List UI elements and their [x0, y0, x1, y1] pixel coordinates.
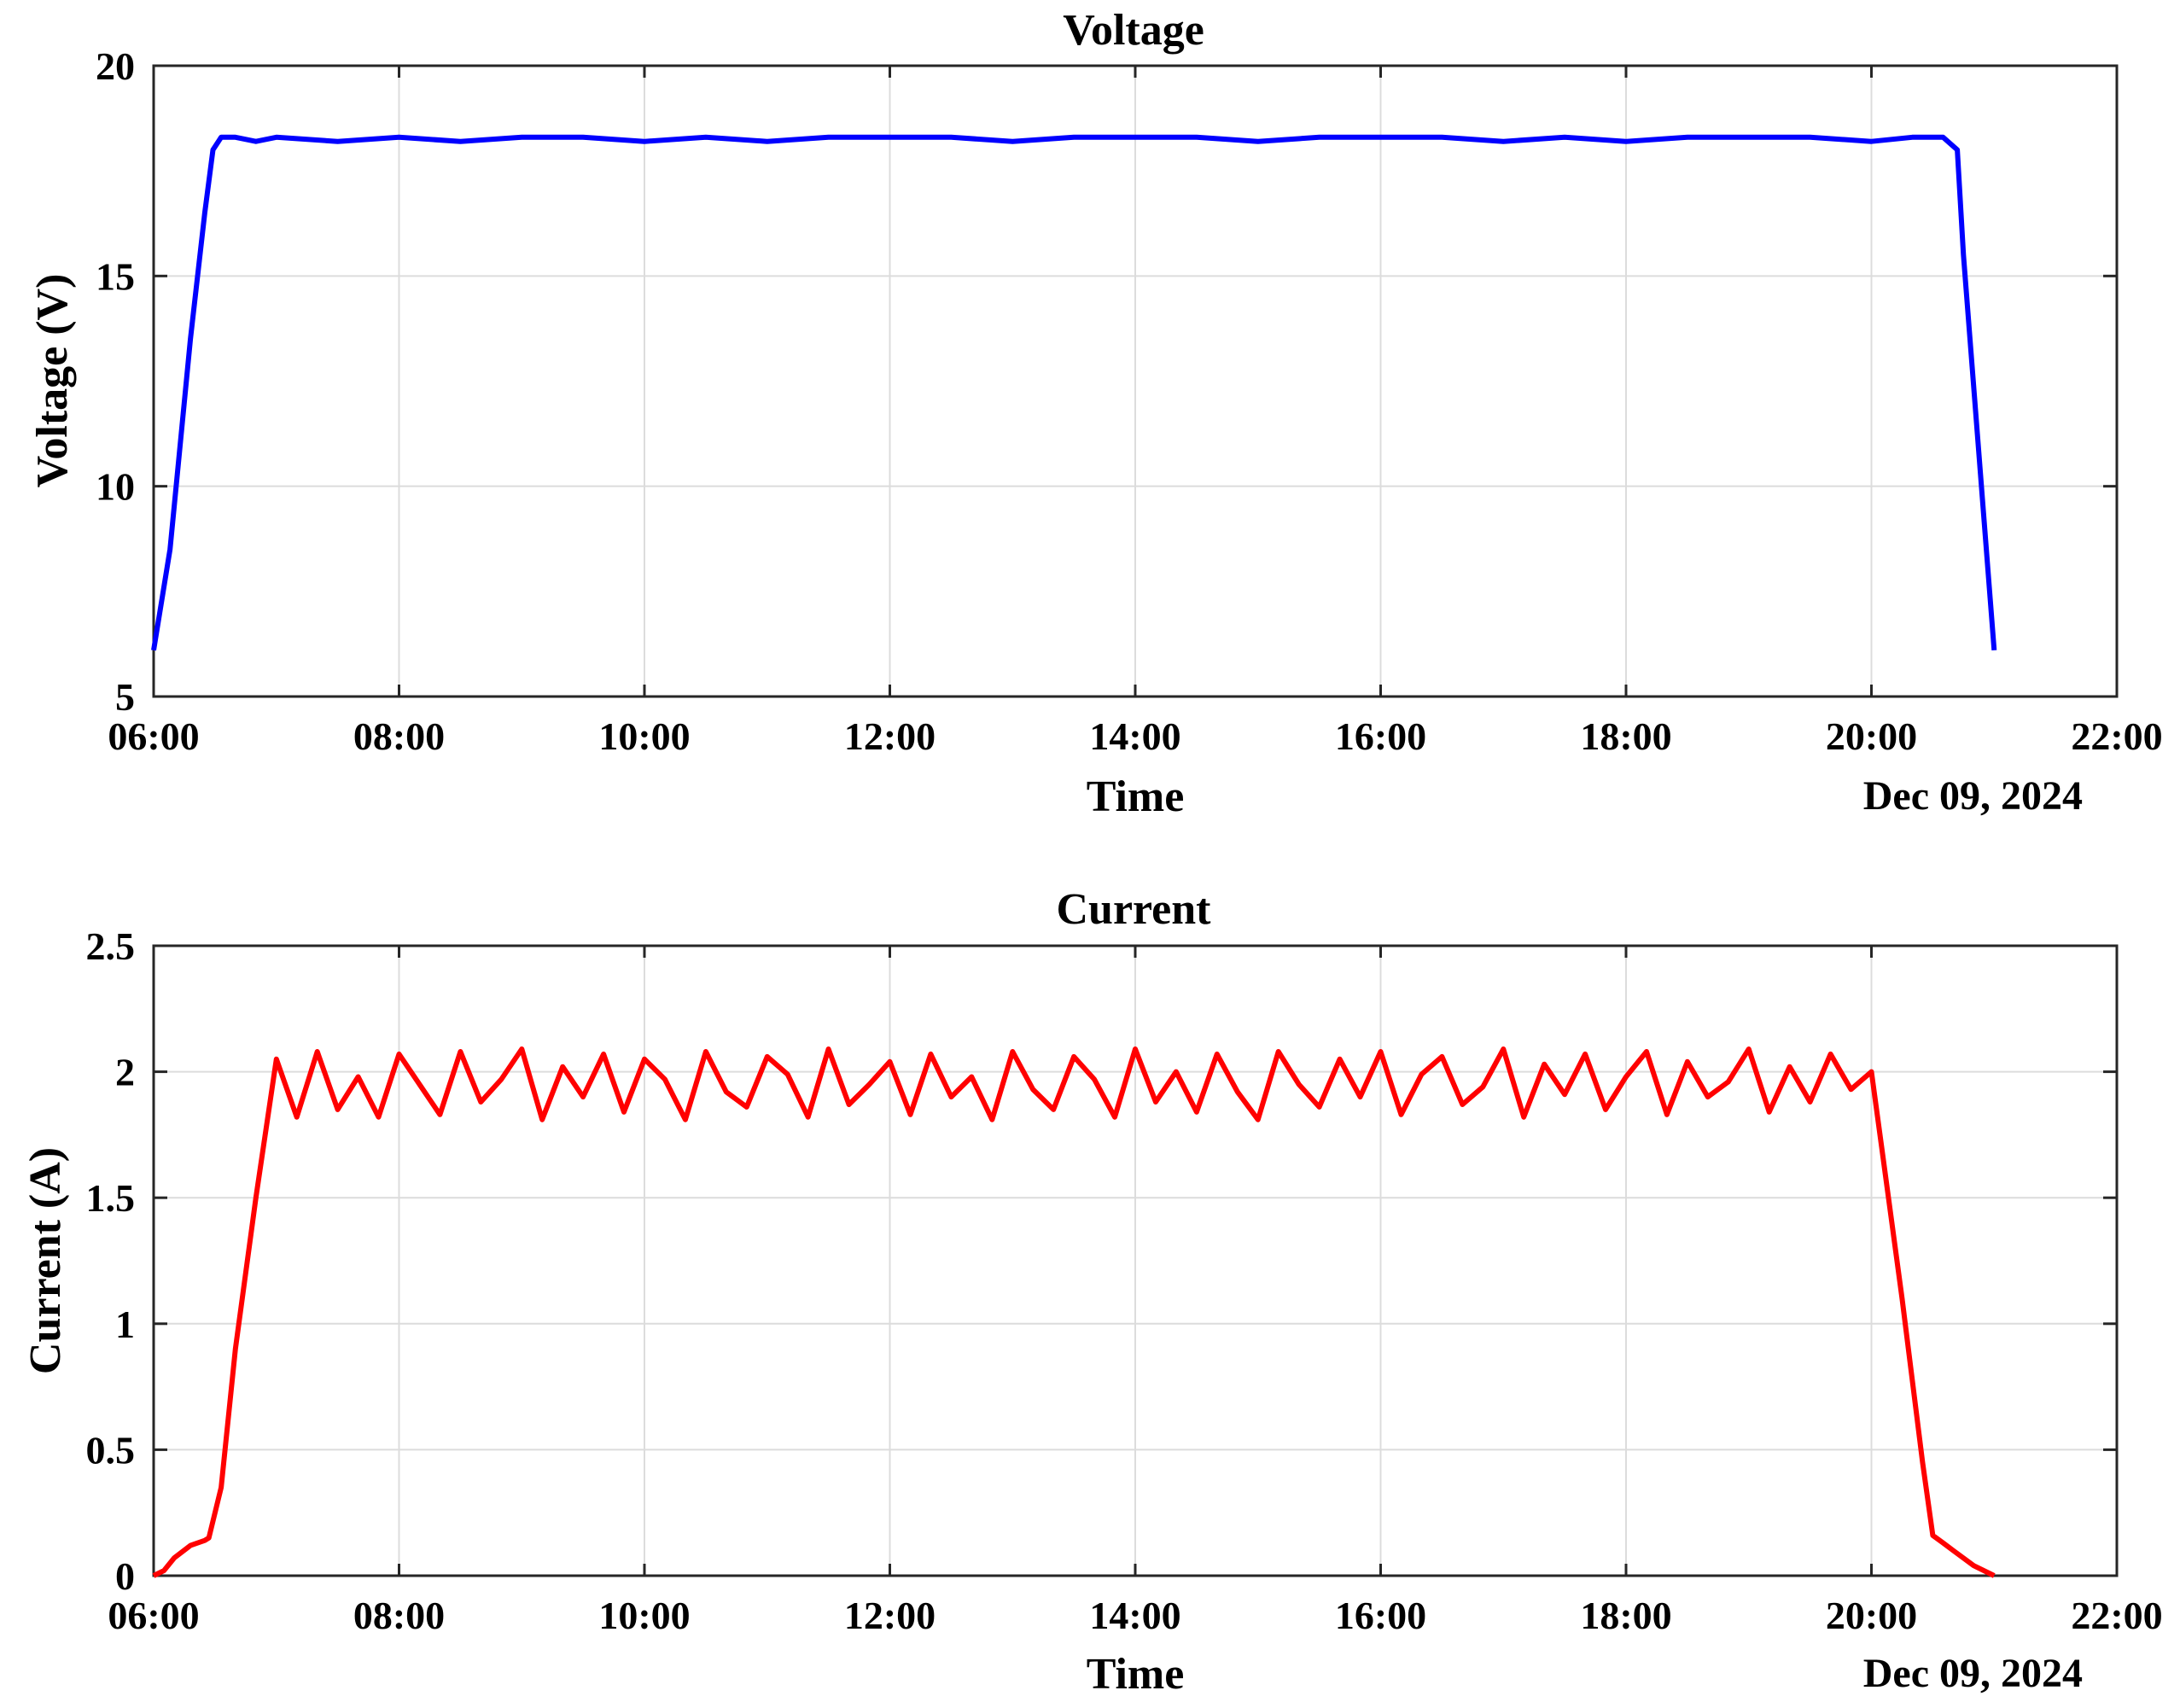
current-x-tick-label: 16:00: [1335, 1594, 1426, 1637]
current-y-tick-label: 0.5: [86, 1428, 136, 1472]
current-x-tick-label: 20:00: [1826, 1594, 1917, 1637]
current-x-tick-label: 10:00: [598, 1594, 690, 1637]
voltage-tick-marks: [152, 64, 2119, 698]
current-y-tick-label: 2.5: [86, 924, 136, 968]
voltage-x-tick-label: 20:00: [1826, 714, 1917, 758]
current-tick-marks: [152, 944, 2119, 1577]
voltage-y-tick-label: 10: [96, 465, 135, 509]
current-x-tick-label: 12:00: [844, 1594, 936, 1637]
current-x-tick-labels: 06:00 08:00 10:00 12:00 14:00 16:00 18:00 20:00…: [108, 1594, 2162, 1637]
current-y-tick-label: 2: [115, 1051, 135, 1094]
voltage-y-tick-labels: 5 10 15 20: [96, 44, 135, 719]
voltage-x-tick-label: 22:00: [2071, 714, 2162, 758]
current-x-tick-label: 18:00: [1580, 1594, 1671, 1637]
voltage-y-tick-label: 15: [96, 254, 135, 298]
current-y-tick-label: 0: [115, 1554, 135, 1598]
voltage-line: [151, 134, 1997, 651]
current-x-tick-label: 08:00: [353, 1594, 445, 1637]
current-gridlines: [153, 945, 2118, 1577]
current-date-label: Dec 09, 2024: [1863, 1651, 2083, 1696]
voltage-x-tick-label: 08:00: [353, 714, 445, 758]
voltage-y-tick-label: 20: [96, 44, 135, 88]
current-y-tick-labels: 0 0.5 1 1.5 2 2.5: [86, 924, 136, 1598]
current-y-tick-label: 1: [115, 1303, 135, 1346]
voltage-series: [151, 134, 1997, 651]
voltage-x-tick-label: 14:00: [1089, 714, 1180, 758]
voltage-chart: Voltage 06:00 08:00 10:00 12:00 14:00 16:00 18…: [28, 6, 2163, 821]
voltage-date-label: Dec 09, 2024: [1863, 773, 2083, 819]
current-x-tick-label: 22:00: [2071, 1594, 2162, 1637]
voltage-x-tick-label: 16:00: [1335, 714, 1426, 758]
voltage-x-tick-label: 06:00: [108, 714, 199, 758]
current-series: [152, 1046, 1996, 1578]
voltage-x-tick-label: 18:00: [1580, 714, 1671, 758]
current-x-tick-label: 14:00: [1089, 1594, 1180, 1637]
voltage-x-tick-label: 12:00: [844, 714, 936, 758]
voltage-y-axis-label: Voltage (V): [28, 274, 77, 488]
current-y-tick-label: 1.5: [86, 1176, 136, 1220]
current-x-tick-label: 06:00: [108, 1594, 199, 1637]
voltage-x-tick-labels: 06:00 08:00 10:00 12:00 14:00 16:00 18:00 20:00…: [108, 714, 2162, 758]
voltage-chart-title: Voltage: [1063, 6, 1204, 55]
voltage-x-tick-label: 10:00: [598, 714, 690, 758]
current-chart: Current 06:00 08:00 10:00 12:00 14:00 16:00 18…: [21, 885, 2163, 1699]
current-x-axis-label: Time: [1087, 1650, 1185, 1699]
current-chart-title: Current: [1056, 885, 1211, 934]
voltage-gridlines: [153, 65, 2118, 697]
current-line: [152, 1046, 1996, 1578]
current-y-axis-label: Current (A): [21, 1147, 70, 1374]
voltage-y-tick-label: 5: [115, 675, 135, 719]
voltage-x-axis-label: Time: [1087, 772, 1185, 821]
